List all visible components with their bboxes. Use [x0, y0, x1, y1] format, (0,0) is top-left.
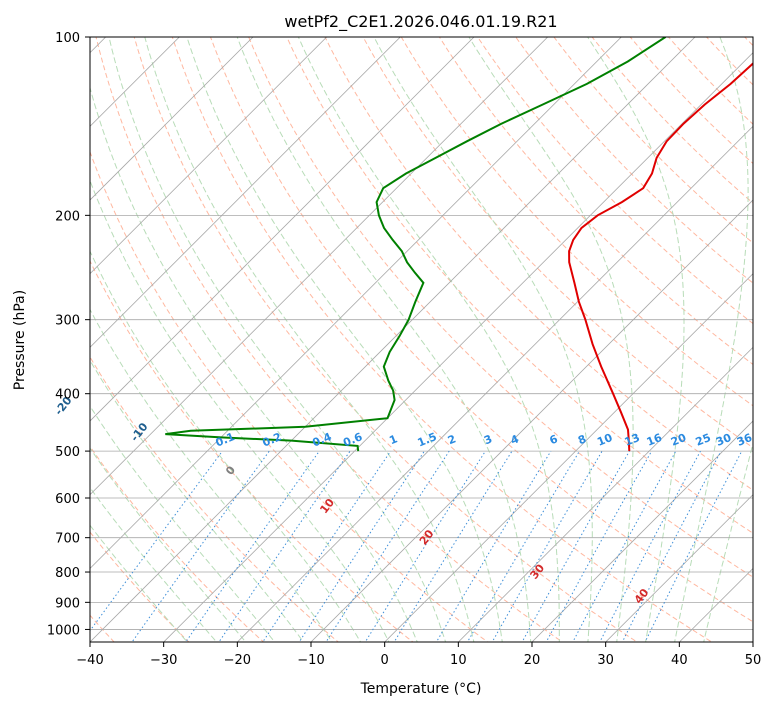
isotherm-line: [90, 37, 328, 275]
isotherm-line: [531, 420, 753, 642]
moist-adiabat-line: [90, 179, 390, 642]
x-tick-label: −20: [224, 653, 251, 668]
mixing-ratio-label: 25: [694, 431, 713, 449]
isotherm-line: [90, 37, 254, 201]
x-tick-label: 50: [745, 653, 762, 668]
y-tick-label: 300: [55, 314, 80, 329]
mixing-ratio-line: [131, 450, 270, 642]
mixing-ratio-line: [572, 450, 677, 642]
mixing-ratio-label: 20: [669, 431, 688, 449]
mixing-ratio-line: [599, 450, 701, 642]
y-tick-label: 800: [55, 566, 80, 581]
mixing-ratio-label: 16: [645, 431, 664, 449]
isotherm-line: [90, 37, 549, 496]
x-tick-label: 30: [597, 653, 614, 668]
dry-adiabat-line: [90, 445, 265, 642]
temperature-trace: [568, 62, 753, 452]
isotherm-line: [605, 494, 753, 642]
x-axis-label: Temperature (°C): [360, 681, 482, 697]
x-tick-label: −30: [150, 653, 177, 668]
mixing-ratio-label: 2: [446, 432, 458, 447]
profile-traces: [165, 37, 753, 452]
isotherm-line: [163, 52, 753, 642]
mixing-ratio-label: 10: [595, 431, 614, 449]
mixing-ratio-line: [545, 450, 653, 642]
mixing-ratio-line: [218, 450, 351, 642]
mixing-ratio-label: 13: [623, 431, 642, 449]
y-tick-label: 900: [55, 596, 80, 611]
x-tick-label: 40: [671, 653, 688, 668]
isotherm-line: [90, 37, 475, 422]
y-tick-label: 400: [55, 388, 80, 403]
plot-frame: [89, 36, 754, 643]
isotherm-line: [384, 273, 753, 642]
isotherm-line: [90, 37, 401, 348]
background-lines: [90, 24, 775, 654]
isotherm-line: [457, 346, 753, 642]
y-tick-label: 100: [55, 31, 80, 46]
mixing-ratio-line: [325, 450, 450, 642]
axes: −40 −30 −20 −10 0 10 20 30 40 50 100 200 300 400 500 60…: [47, 31, 761, 668]
dry-adiabat-line: [248, 37, 753, 578]
dry-adiabat-line: [90, 531, 190, 642]
y-tick-label: 700: [55, 532, 80, 547]
dry-adiabat-line: [90, 259, 414, 642]
moist-adiabat-line: [90, 524, 188, 642]
x-tick-label: −10: [297, 653, 324, 668]
dry-adiabat-line: [324, 37, 753, 491]
x-tick-label: −40: [76, 653, 103, 668]
isotherm-line: [90, 37, 622, 569]
y-tick-label: 200: [55, 209, 80, 224]
mixing-ratio-line: [364, 450, 486, 642]
y-tick-label: 600: [55, 492, 80, 507]
mixing-ratio-label: 8: [576, 432, 588, 447]
mixing-ratio-label: 36: [735, 431, 754, 449]
isotherm-line: [236, 125, 753, 642]
isotherm-line: [310, 199, 753, 642]
dry-adiabat-line: [362, 37, 753, 449]
mixing-ratio-line: [466, 450, 580, 642]
y-tick-label: 1000: [47, 623, 80, 638]
plot-area: [90, 37, 753, 642]
x-tick-label: 20: [524, 653, 541, 668]
x-tick-label: 0: [381, 653, 389, 668]
dry-adiabat-line: [400, 37, 753, 407]
dry-adiabat-line: [95, 37, 564, 642]
isotherm-line: [90, 37, 696, 642]
mixing-ratio-label: 1: [387, 432, 399, 447]
mixing-ratio-label: 30: [714, 431, 733, 449]
x-tick-label: 10: [450, 653, 467, 668]
dry-adiabat-line: [209, 37, 753, 623]
mixing-ratio-label: 3: [482, 432, 494, 447]
y-tick-label: 500: [55, 445, 80, 460]
mixing-ratio-line: [298, 450, 425, 642]
dry-adiabat-line: [770, 24, 775, 654]
dry-adiabat-line: [171, 37, 713, 642]
dewpoint-trace: [165, 37, 667, 452]
mixing-ratio-line: [491, 450, 603, 642]
chart-title: wetPf2_C2E1.2026.046.01.19.R21: [284, 12, 557, 32]
mixing-ratio-line: [435, 450, 552, 642]
dry-adiabat-line: [90, 356, 340, 642]
dry-adiabat-line: [133, 37, 638, 642]
y-axis-label: Pressure (hPa): [12, 290, 28, 390]
moist-adiabat-line: [674, 37, 749, 642]
mixing-ratio-line: [393, 450, 513, 642]
mixing-ratio-line: [262, 450, 392, 642]
